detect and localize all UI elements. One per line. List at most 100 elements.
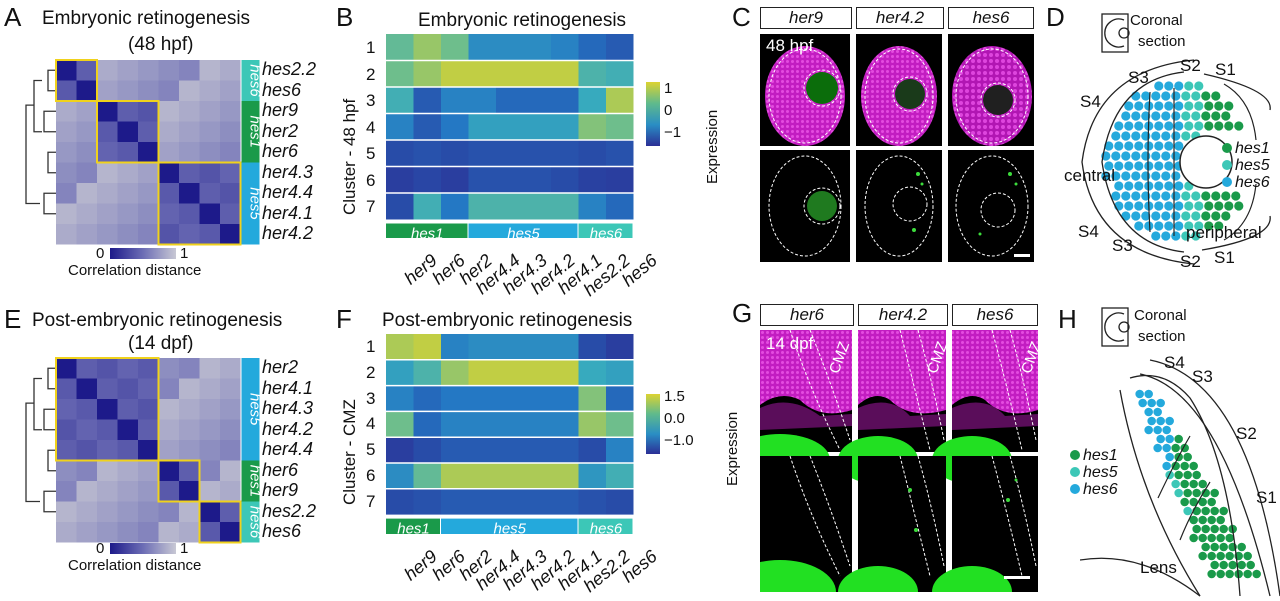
colorbar-f — [646, 394, 660, 454]
cluster-box — [157, 459, 201, 503]
heatmap-cell — [117, 378, 138, 399]
cmz-cell — [1198, 479, 1207, 489]
expression-cell — [413, 60, 441, 87]
retina-cell — [1161, 111, 1171, 121]
expression-cell — [606, 166, 634, 193]
heatmap-cell — [220, 440, 241, 461]
header-g-2: her4.2 — [858, 304, 948, 326]
cmz-cell — [1243, 569, 1252, 579]
retina-cell — [1171, 91, 1181, 101]
cluster-label: 7 — [366, 491, 376, 511]
retina-cell — [1204, 101, 1214, 111]
gene-label: her4.4 — [262, 182, 314, 203]
heatmap-cell — [117, 183, 138, 204]
peripheral-label-d: peripheral — [1186, 223, 1262, 242]
group-bar-hes1 — [386, 223, 468, 238]
expression-cell — [496, 193, 524, 220]
heatmap-f-cells — [386, 334, 634, 515]
heatmap-cell — [138, 358, 159, 379]
zone-h-s1: S1 — [1256, 488, 1277, 507]
cmz-cell — [1210, 560, 1219, 570]
cmz-cell — [1183, 470, 1192, 480]
expression-cell — [468, 87, 496, 114]
heatmap-cell — [117, 162, 138, 183]
expression-heatmap-f: hes1 hes5 hes6 — [386, 334, 634, 534]
retina-cell — [1181, 131, 1191, 141]
micrograph-g-her6-green — [760, 455, 852, 592]
retina-schematic-d — [1081, 59, 1271, 265]
heatmap-cell — [179, 80, 200, 101]
heatmap-cell — [199, 101, 220, 122]
heatmap-cell — [158, 80, 179, 101]
retina-cell — [1114, 141, 1124, 151]
retina-cell — [1104, 161, 1114, 171]
header-c-1: her9 — [760, 7, 852, 29]
expression-cell — [441, 34, 469, 61]
panel-label-d: D — [1046, 2, 1065, 32]
heatmap-cell — [179, 460, 200, 481]
eye-schematic-icon-h — [1101, 307, 1130, 347]
retina-cell — [1134, 201, 1144, 211]
cmz-cell — [1237, 560, 1246, 570]
heatmap-cell — [97, 399, 118, 420]
expression-cell — [578, 166, 606, 193]
group-label-hes6: hes6 — [247, 506, 264, 539]
heatmap-cell — [56, 440, 77, 461]
group-label-hes6: hes6 — [247, 64, 264, 97]
retina-cell — [1164, 121, 1174, 131]
retina-cell — [1174, 121, 1184, 131]
heatmap-cell — [220, 501, 241, 522]
expression-cell — [413, 113, 441, 140]
heatmap-cell — [97, 121, 118, 142]
expression-cell — [441, 437, 469, 463]
heatmap-cell — [138, 142, 159, 163]
expression-cell — [441, 411, 469, 438]
coronal-label-d: Coronal — [1130, 12, 1183, 29]
expression-cell — [523, 193, 551, 220]
expression-cell — [578, 463, 606, 489]
heatmap-cell — [76, 440, 97, 461]
heatmap-cell — [179, 60, 200, 81]
expression-cell — [413, 166, 441, 193]
central-label-d: central — [1064, 166, 1116, 185]
heatmap-cell — [158, 142, 179, 163]
expression-cell — [606, 34, 634, 61]
expression-cell — [386, 193, 414, 220]
zone-d-top-s2: S2 — [1180, 56, 1201, 75]
retina-cell — [1154, 221, 1164, 231]
cmz-cell — [1237, 542, 1246, 552]
heatmap-cell — [179, 162, 200, 183]
expression-cell — [386, 60, 414, 87]
panel-label-h: H — [1058, 304, 1077, 334]
expression-cell — [551, 60, 579, 87]
expression-cell — [606, 140, 634, 167]
retina-cell — [1221, 211, 1231, 221]
heatmap-cell — [56, 460, 77, 481]
expression-cell — [496, 60, 524, 87]
colorbar-b — [646, 82, 660, 146]
heatmap-cell — [97, 183, 118, 204]
colorbar-label-f: Expression — [724, 411, 741, 486]
legend-item-hes5: hes5 — [1070, 464, 1118, 482]
zone-h-s3: S3 — [1192, 367, 1213, 386]
cmz-cell — [1207, 533, 1216, 543]
legend-item-hes1: hes1 — [1222, 140, 1270, 158]
heatmap-cell — [199, 399, 220, 420]
retina-cell — [1134, 121, 1144, 131]
heatmap-cell — [138, 60, 159, 81]
heatmap-cell — [158, 224, 179, 245]
header-g-1: her6 — [760, 304, 854, 326]
expression-cell — [606, 334, 634, 360]
gene-label: her4.1 — [262, 377, 314, 398]
expression-cell — [468, 463, 496, 489]
gene-label: her2 — [262, 357, 299, 378]
legend-text: hes5 — [1235, 157, 1270, 174]
retina-cell — [1141, 91, 1151, 101]
heatmap-cell — [179, 224, 200, 245]
retina-cell — [1131, 151, 1141, 161]
retina-cell — [1174, 101, 1184, 111]
retina-cell — [1114, 161, 1124, 171]
gene-label: her4.2 — [262, 223, 314, 244]
retina-cell — [1224, 101, 1234, 111]
cluster-box — [55, 59, 98, 102]
